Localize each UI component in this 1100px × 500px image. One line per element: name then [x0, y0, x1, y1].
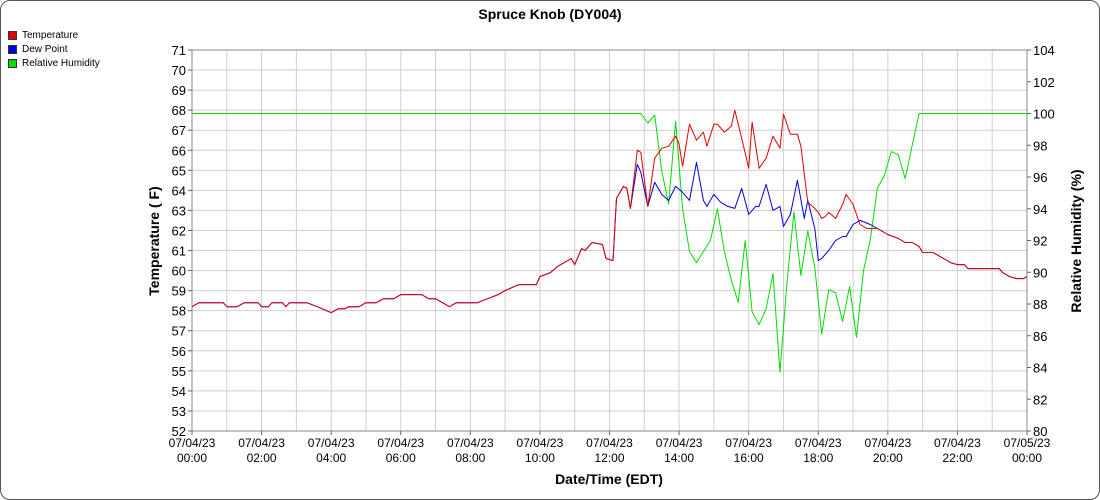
x-tick-label-time: 08:00: [455, 451, 485, 465]
y-tick-label-left: 55: [172, 364, 186, 379]
y-tick-label-right: 84: [1033, 361, 1047, 376]
x-tick-label-date: 07/04/23: [169, 436, 216, 450]
y-tick-label-right: 94: [1033, 202, 1047, 217]
x-tick-label-date: 07/04/23: [377, 436, 424, 450]
x-tick-label-date: 07/04/23: [447, 436, 494, 450]
y-axis-label-left: Temperature ( F): [146, 186, 162, 295]
x-tick-label-time: 18:00: [803, 451, 833, 465]
x-tick-label-date: 07/04/23: [656, 436, 703, 450]
y-tick-label-left: 56: [172, 344, 186, 359]
x-tick-label-date: 07/05/23: [1004, 436, 1051, 450]
y-tick-label-left: 58: [172, 304, 186, 319]
y-tick-label-right: 102: [1033, 75, 1055, 90]
y-tick-label-right: 86: [1033, 329, 1047, 344]
y-tick-label-left: 52: [172, 424, 186, 439]
y-tick-label-right: 96: [1033, 170, 1047, 185]
y-tick-label-left: 70: [172, 63, 186, 78]
x-tick-label-date: 07/04/23: [864, 436, 911, 450]
x-tick-label-time: 20:00: [873, 451, 903, 465]
x-tick-label-time: 10:00: [525, 451, 555, 465]
y-tick-label-left: 69: [172, 83, 186, 98]
y-tick-label-left: 61: [172, 244, 186, 259]
series-line-temperature: [192, 109, 1027, 314]
legend-label-dew-point: Dew Point: [22, 43, 68, 55]
x-tick-label-time: 22:00: [942, 451, 972, 465]
x-tick-label-date: 07/04/23: [795, 436, 842, 450]
x-tick-label-time: 06:00: [386, 451, 416, 465]
x-tick-label-time: 00:00: [1012, 451, 1042, 465]
x-tick-label-time: 00:00: [177, 451, 207, 465]
x-tick-label-time: 04:00: [316, 451, 346, 465]
x-tick-label-time: 12:00: [594, 451, 624, 465]
y-tick-label-left: 59: [172, 284, 186, 299]
y-tick-label-left: 62: [172, 223, 186, 238]
x-tick-label-time: 14:00: [664, 451, 694, 465]
y-tick-label-left: 54: [172, 384, 186, 399]
y-tick-label-left: 57: [172, 324, 186, 339]
y-tick-label-right: 88: [1033, 297, 1047, 312]
axes: 52 53 54 55 56 57 58 59 60 61 62 63 64 65 66 67 68 69 70 71…: [169, 43, 1055, 465]
y-tick-label-right: 80: [1033, 424, 1047, 439]
legend-item-dew-point: Dew Point: [8, 42, 100, 56]
x-tick-label-time: 16:00: [734, 451, 764, 465]
legend-swatch-relative-humidity: [8, 58, 17, 68]
x-tick-label-date: 07/04/23: [517, 436, 564, 450]
y-tick-label-right: 90: [1033, 265, 1047, 280]
chart-title: Spruce Knob (DY004): [478, 6, 621, 22]
y-tick-label-left: 60: [172, 264, 186, 279]
y-axis-label-right: Relative Humidity (%): [1068, 169, 1084, 312]
legend-swatch-dew-point: [8, 44, 17, 54]
x-tick-label-date: 07/04/23: [725, 436, 772, 450]
y-tick-label-right: 92: [1033, 234, 1047, 249]
y-tick-label-left: 68: [172, 103, 186, 118]
y-tick-label-left: 64: [172, 183, 186, 198]
x-axis-label: Date/Time (EDT): [555, 471, 663, 487]
y-tick-label-left: 67: [172, 123, 186, 138]
x-tick-label-date: 07/04/23: [238, 436, 285, 450]
y-tick-label-left: 63: [172, 203, 186, 218]
y-tick-label-left: 66: [172, 143, 186, 158]
y-tick-label-right: 98: [1033, 138, 1047, 153]
legend: Temperature Dew Point Relative Humidity: [8, 28, 100, 70]
legend-swatch-temperature: [8, 30, 17, 40]
y-tick-label-right: 104: [1033, 43, 1055, 58]
legend-item-temperature: Temperature: [8, 28, 100, 42]
y-tick-label-right: 100: [1033, 107, 1055, 122]
y-tick-label-left: 71: [172, 43, 186, 58]
y-tick-label-left: 53: [172, 404, 186, 419]
series-line-relative-humidity: [192, 113, 1027, 373]
x-tick-label-time: 02:00: [247, 451, 277, 465]
x-tick-label-date: 07/04/23: [308, 436, 355, 450]
legend-label-relative-humidity: Relative Humidity: [22, 57, 100, 69]
legend-label-temperature: Temperature: [22, 29, 79, 41]
y-tick-label-right: 82: [1033, 392, 1047, 407]
y-tick-label-left: 65: [172, 163, 186, 178]
x-tick-label-date: 07/04/23: [586, 436, 633, 450]
legend-item-relative-humidity: Relative Humidity: [8, 56, 100, 70]
series-layer: [192, 109, 1027, 373]
x-tick-label-date: 07/04/23: [934, 436, 981, 450]
